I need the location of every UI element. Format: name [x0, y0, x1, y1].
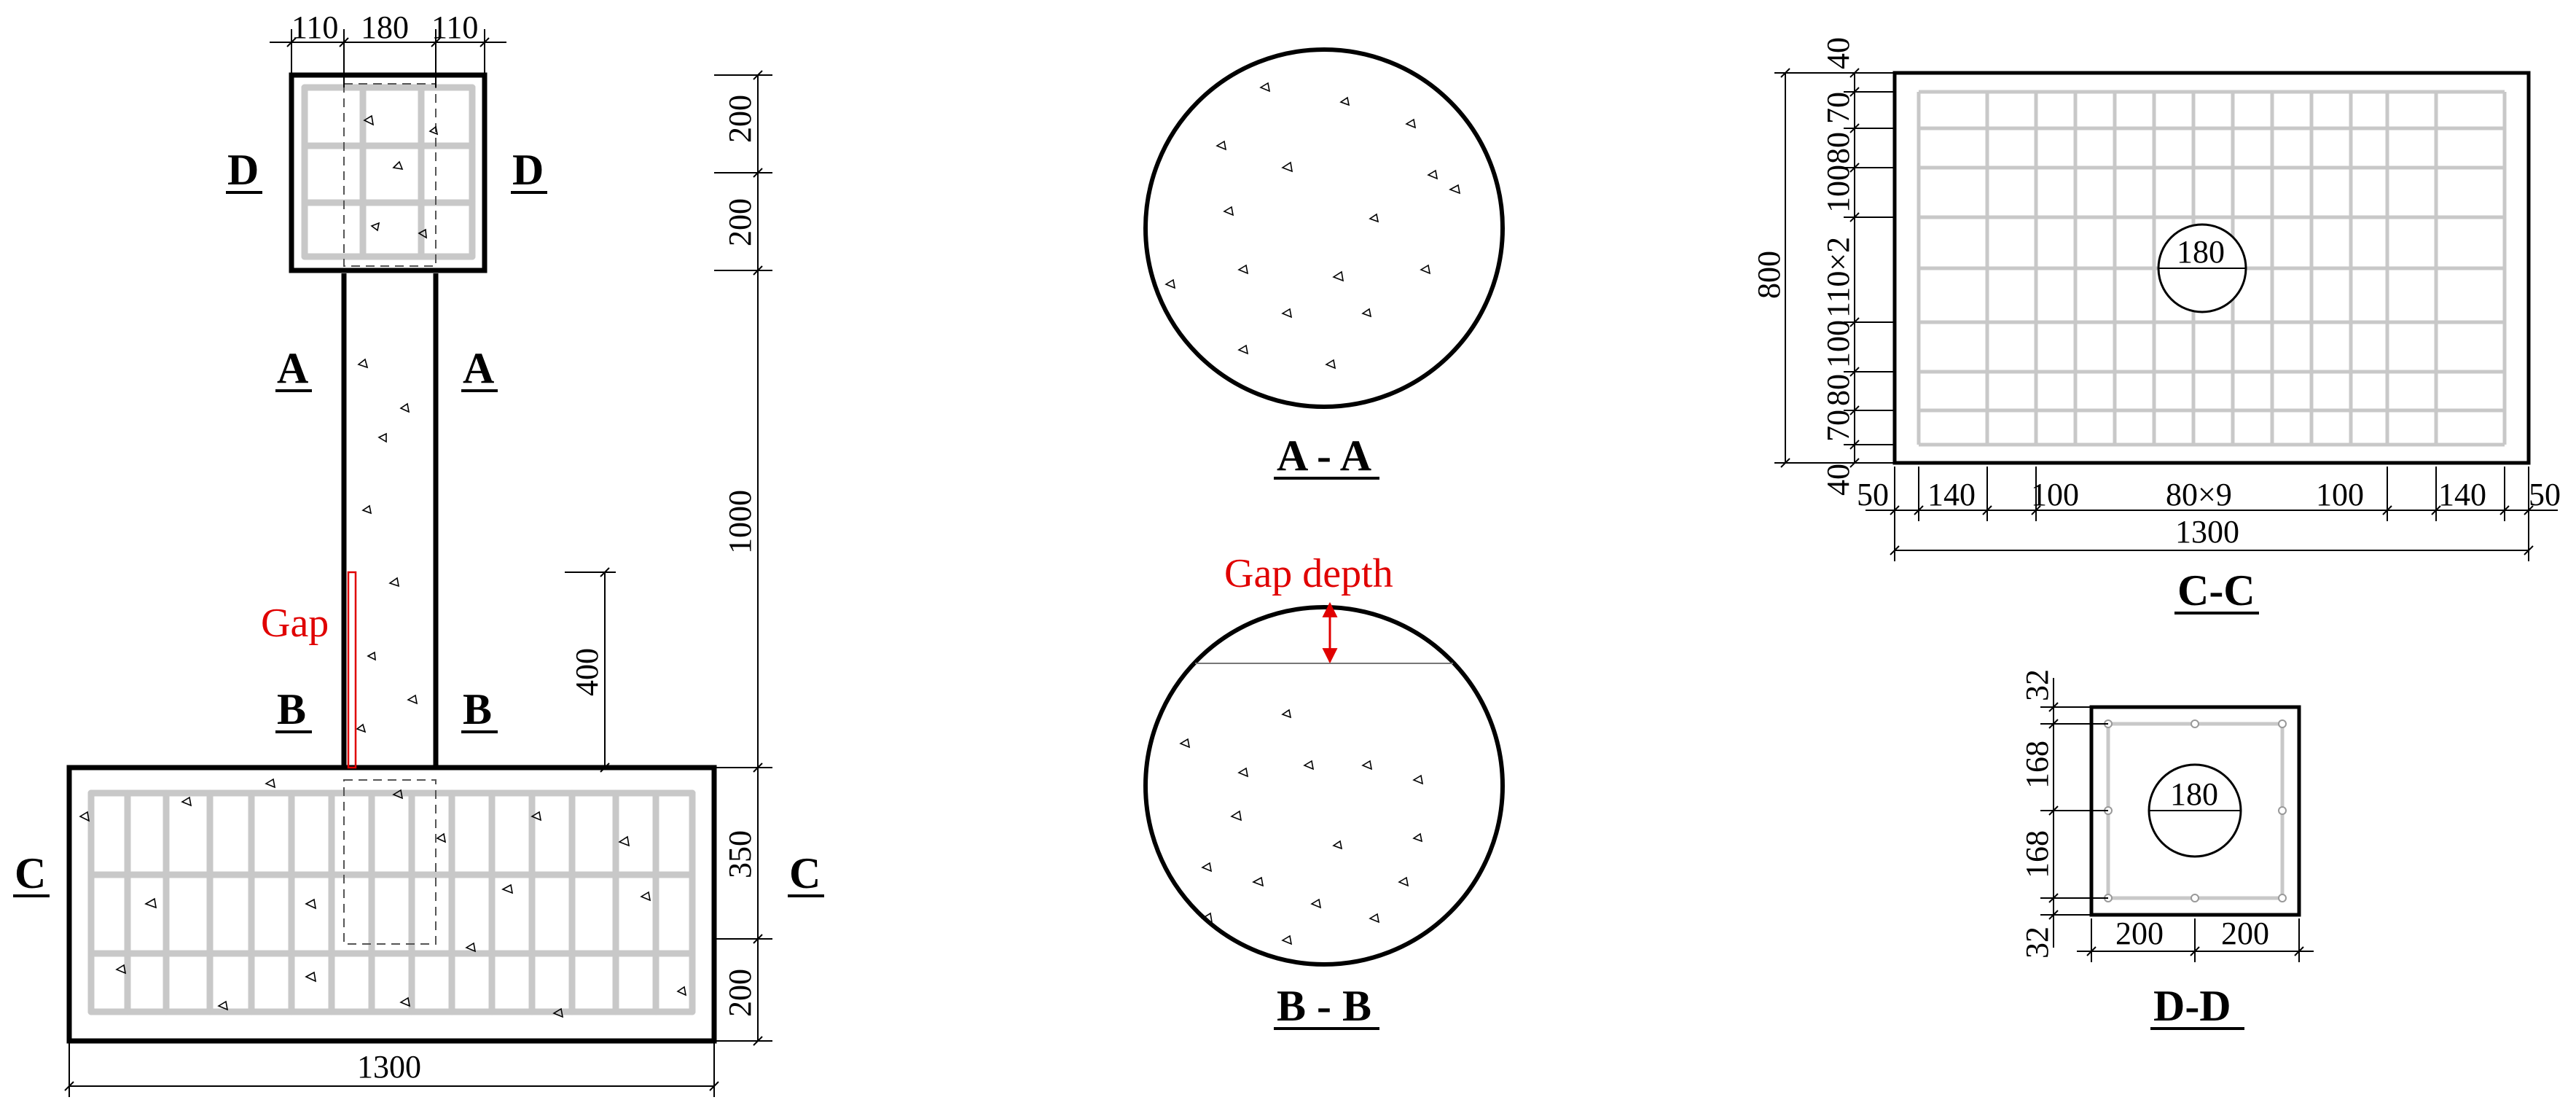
dd-dim-h1: 32	[2019, 669, 2055, 701]
gap-label: Gap	[261, 601, 329, 646]
section-cc-height-dims: 40 70 80 100 110×2 100 80 70 40 800	[1751, 37, 1895, 496]
dim-top-mid: 180	[361, 9, 409, 45]
gap-height-dim: 400	[565, 567, 616, 773]
dim-base-width: 1300	[357, 1049, 421, 1085]
cc-dim-h2: 70	[1820, 92, 1856, 124]
cc-dim-w7: 50	[2529, 477, 2561, 512]
cc-dim-h8: 70	[1820, 410, 1856, 442]
cc-dim-w5: 100	[2316, 477, 2364, 512]
section-aa: A - A	[1143, 47, 1505, 480]
section-cc-rebar	[1917, 90, 2507, 447]
cc-dim-height-total: 800	[1751, 251, 1787, 299]
dim-top-right: 110	[431, 9, 478, 45]
cc-dim-h3: 80	[1820, 132, 1856, 164]
dim-base-upper: 350	[722, 830, 758, 878]
section-label-b-right: B	[463, 685, 492, 733]
gap-marker	[347, 571, 357, 769]
section-label-c-left: C	[15, 849, 46, 897]
section-cc-outline	[1892, 71, 2531, 465]
section-label-a-right: A	[463, 344, 494, 392]
section-cc: 180 50 140 100 80×9 100 140 50 1300	[1751, 37, 2561, 615]
cap-outline	[289, 72, 488, 273]
cc-dim-h9: 40	[1820, 464, 1856, 496]
cc-dim-h5: 110×2	[1820, 237, 1856, 318]
section-aa-title: A - A	[1277, 432, 1371, 480]
section-dd-title: D-D	[2153, 982, 2231, 1030]
dim-column: 1000	[722, 490, 758, 554]
section-aa-circle	[1143, 47, 1505, 409]
section-cc-title: C-C	[2177, 566, 2255, 615]
elevation-view: Gap D D A A B B C C 110 180 110	[13, 9, 824, 1097]
cc-dim-h1: 40	[1820, 37, 1856, 69]
cc-dim-w2: 140	[1927, 477, 1976, 512]
dim-cap-upper: 200	[722, 95, 758, 143]
cap-rebar	[301, 84, 476, 260]
dd-dim-h3: 168	[2019, 830, 2055, 878]
section-label-d-left: D	[227, 146, 259, 194]
elevation-top-dims: 110 180 110	[270, 9, 506, 87]
section-bb-title: B - B	[1277, 982, 1371, 1030]
dim-top-left: 110	[291, 9, 338, 45]
cc-dim-h6: 100	[1820, 320, 1856, 368]
gap-depth-label: Gap depth	[1224, 551, 1393, 596]
cc-dim-h7: 80	[1820, 374, 1856, 406]
cc-dim-w4: 80×9	[2166, 477, 2232, 512]
footing-outline	[66, 765, 717, 1044]
section-cc-hole-dim: 180	[2177, 234, 2225, 270]
section-bb: Gap depth B - B	[1143, 551, 1505, 1030]
dim-cap-lower: 200	[722, 198, 758, 246]
cc-dim-w3: 100	[2031, 477, 2079, 512]
footing-rebar	[87, 789, 696, 1015]
cc-dim-w6: 140	[2438, 477, 2486, 512]
section-cc-width-dims: 50 140 100 80×9 100 140 50 1300	[1857, 467, 2561, 561]
section-dd-hole-dim: 180	[2170, 776, 2218, 812]
section-label-d-right: D	[512, 146, 544, 194]
column-embedment-dashed	[343, 779, 436, 945]
cc-dim-w1: 50	[1857, 477, 1889, 512]
elevation-aggregate	[79, 114, 687, 1018]
section-label-a-left: A	[277, 344, 308, 392]
dim-base-lower: 200	[722, 969, 758, 1017]
dim-gap-height: 400	[569, 648, 605, 696]
elevation-right-dims: 200 200 1000 350 200	[714, 70, 772, 1046]
section-label-c-right: C	[789, 849, 821, 897]
section-dd-width-dims: 200 200	[2077, 916, 2314, 962]
dd-dim-w2: 200	[2221, 916, 2269, 951]
dd-dim-w1: 200	[2115, 916, 2164, 951]
section-dd: 180 32 168 168 32 200 200 D-D	[2019, 669, 2314, 1030]
cc-dim-width-total: 1300	[2175, 514, 2239, 550]
dd-dim-h4: 32	[2019, 926, 2055, 959]
dd-dim-h2: 168	[2019, 741, 2055, 789]
section-dd-height-dims: 32 168 168 32	[2019, 669, 2108, 959]
section-label-b-left: B	[277, 685, 306, 733]
cc-dim-h4: 100	[1820, 165, 1856, 213]
base-width-dim: 1300	[64, 1042, 719, 1097]
section-bb-circle	[1143, 605, 1505, 967]
cap-column-dashed	[343, 83, 436, 267]
